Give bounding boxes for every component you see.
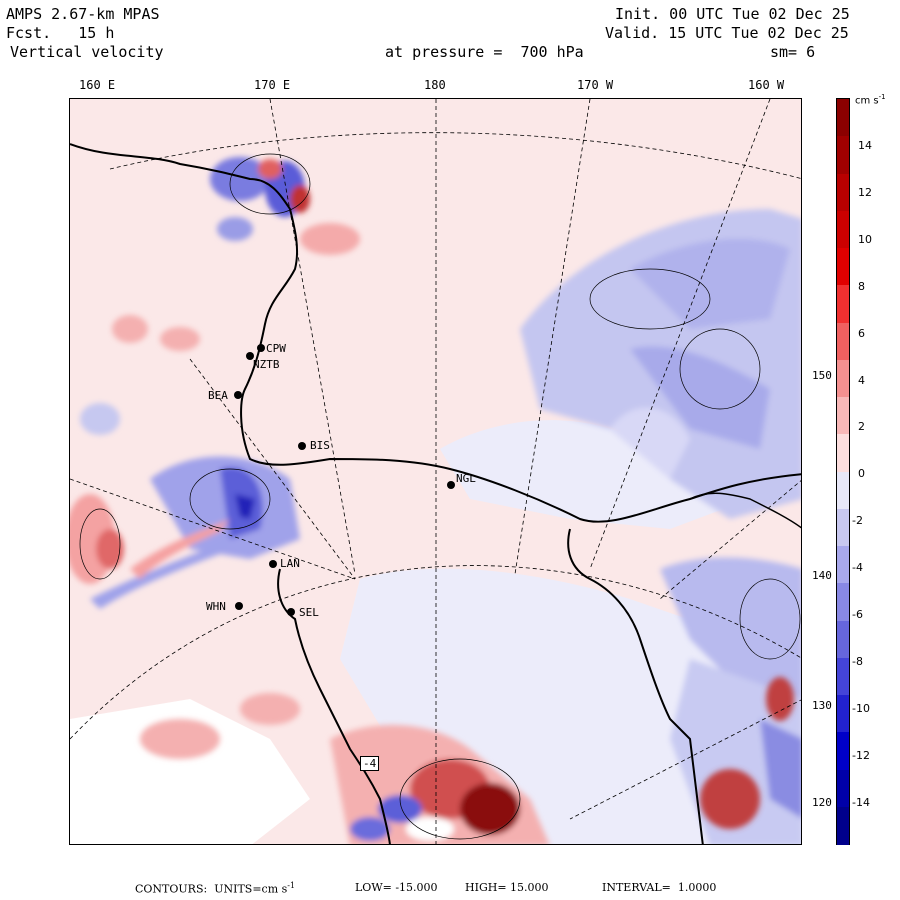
colorbar-tick-label: 4 (858, 373, 865, 387)
vertical-velocity-map: -4 CPW NZTB BEA BIS NGL LAN WHN SEL (69, 98, 802, 845)
mountain-wave-cluster-n (210, 157, 360, 255)
colorbar-tick-label: 12 (858, 185, 872, 199)
station-label-sel: SEL (299, 606, 319, 619)
smoothing-value: sm= 6 (770, 43, 816, 61)
colorbar-segment (837, 471, 849, 510)
station-marker (246, 352, 254, 360)
station-label-ngl: NGL (456, 472, 476, 485)
colorbar-segment (837, 397, 849, 435)
negative-velocity-patch-w (90, 456, 300, 609)
colorbar-tick-label: -2 (852, 514, 863, 528)
station-label-whn: WHN (206, 600, 226, 613)
station-marker (269, 560, 277, 568)
station-label-lan: LAN (280, 557, 300, 570)
station-label-bis: BIS (310, 439, 330, 452)
station-marker (235, 602, 243, 610)
colorbar-segment (837, 434, 849, 472)
colorbar-segment (837, 769, 849, 808)
coastline-e (689, 492, 801, 529)
footer-units: CONTOURS: UNITS=cm s (135, 882, 288, 896)
colorbar-segment (837, 620, 849, 659)
no-data-region (70, 699, 310, 844)
colorbar-segment (837, 173, 849, 212)
colorbar-units-text: cm s (855, 95, 879, 107)
colorbar-units: cm s-1 (855, 93, 886, 106)
station-label-nztb: NZTB (253, 358, 280, 371)
lon-label-160e: 160 E (79, 78, 116, 92)
colorbar (836, 98, 850, 845)
colorbar-segment (837, 695, 849, 733)
station-marker (298, 442, 306, 450)
light-negative-field (440, 420, 750, 529)
colorbar-segment (837, 285, 849, 323)
model-title: AMPS 2.67-km MPAS (6, 5, 160, 23)
colorbar-tick-label: -6 (852, 608, 863, 621)
colorbar-tick-label: 2 (858, 420, 865, 434)
positive-velocity-patch-w (70, 315, 200, 584)
forecast-label: Fcst. 15 h (6, 24, 114, 42)
colorbar-segment (837, 359, 849, 398)
mountain-wave-cluster-s (140, 677, 794, 844)
contour-label: -4 (360, 756, 380, 771)
colorbar-segment (837, 99, 849, 137)
colorbar-segment (837, 806, 849, 845)
station-label-cpw: CPW (266, 342, 286, 355)
forecast-hours: 15 h (78, 24, 115, 42)
footer-units-exp: -1 (287, 881, 296, 890)
coastline-n (70, 143, 801, 523)
colorbar-segment (837, 136, 849, 174)
colorbar-tick-label: 10 (858, 232, 872, 246)
variable-title: Vertical velocity (10, 43, 164, 61)
map-graphics (70, 99, 801, 844)
graticule (70, 99, 801, 844)
footer-low: LOW= -15.000 (355, 881, 438, 894)
colorbar-tick-label: -4 (852, 561, 863, 575)
footer-high: HIGH= 15.000 (465, 881, 549, 894)
colorbar-tick-label: -8 (852, 654, 863, 668)
footer-interval: INTERVAL= 1.0000 (602, 881, 717, 894)
colorbar-tick-label: -14 (852, 795, 870, 809)
colorbar-segment (837, 657, 849, 696)
lon-label-170w: 170 W (577, 78, 614, 92)
colorbar-segment (837, 508, 849, 547)
lon-label-160w: 160 W (748, 78, 785, 92)
negative-velocity-patch-ne (520, 209, 801, 519)
station-marker (287, 608, 295, 616)
colorbar-tick-label: 14 (858, 139, 872, 152)
colorbar-tick-label: -12 (852, 748, 870, 762)
lon-label-180: 180 (424, 78, 446, 92)
colorbar-segment (837, 546, 849, 584)
station-marker (447, 481, 455, 489)
coastline-w (277, 568, 391, 844)
station-marker (257, 344, 265, 352)
init-time: Init. 00 UTC Tue 02 Dec 25 (615, 5, 850, 23)
ice-shelf-front (567, 528, 704, 844)
colorbar-units-exp: -1 (878, 93, 886, 101)
valid-time: Valid. 15 UTC Tue 02 Dec 25 (605, 24, 849, 42)
colorbar-segment (837, 732, 849, 770)
colorbar-segment (837, 322, 849, 361)
colorbar-segment (837, 248, 849, 286)
colorbar-tick-label: 0 (858, 467, 865, 481)
colorbar-segment (837, 210, 849, 249)
station-label-bea: BEA (208, 389, 228, 402)
colorbar-tick-label: 8 (858, 279, 865, 293)
station-marker (234, 391, 242, 399)
colorbar-tick-label: -10 (852, 701, 870, 715)
lon-label-170e: 170 E (254, 78, 291, 92)
forecast-label-text: Fcst. (6, 24, 52, 42)
contour-lines (79, 153, 801, 840)
colorbar-segment (837, 583, 849, 621)
footer-contours: CONTOURS: UNITS=cm s-1 (135, 881, 295, 896)
pressure-level: at pressure = 700 hPa (385, 43, 584, 61)
colorbar-tick-label: 6 (858, 326, 865, 340)
